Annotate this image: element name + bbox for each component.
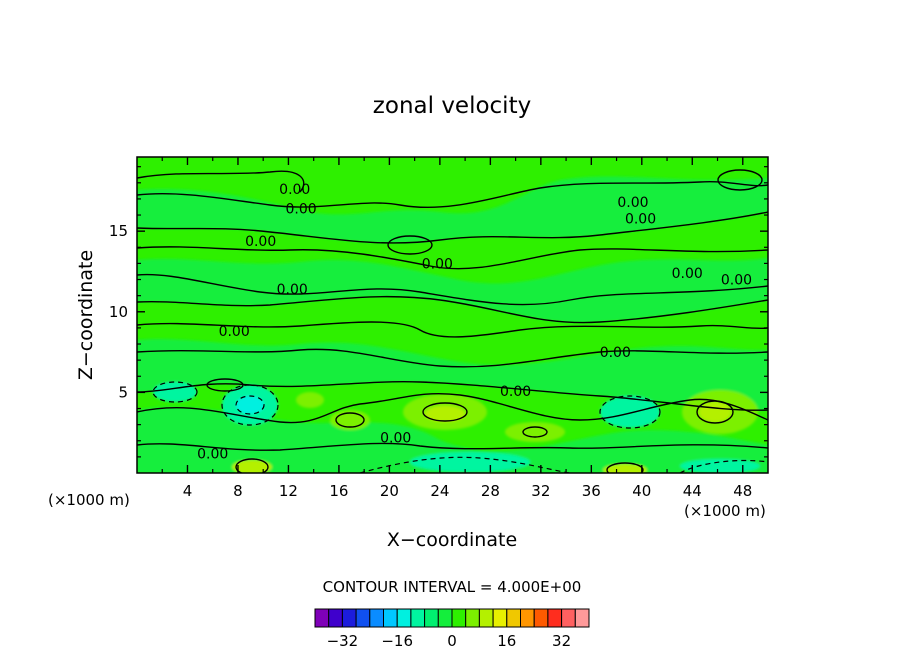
contour-label: 0.00 bbox=[380, 431, 411, 447]
x-axis-units: (×1000 m) bbox=[48, 491, 130, 509]
colorbar-tick-label: 32 bbox=[552, 632, 571, 650]
contour-label: 0.00 bbox=[422, 256, 453, 272]
x-tick-label: 48 bbox=[733, 482, 752, 500]
cyan-patch-2 bbox=[236, 396, 264, 414]
y-axis-label: Z−coordinate bbox=[75, 250, 97, 380]
x-axis-label: X−coordinate bbox=[387, 529, 517, 551]
colorbar-swatch bbox=[437, 608, 453, 628]
contour-lines-dashed bbox=[152, 381, 768, 473]
contour-label: 0.00 bbox=[721, 273, 752, 289]
colorbar-swatch bbox=[520, 608, 535, 628]
x-tick-label: 28 bbox=[481, 482, 500, 500]
y-tick-label: 5 bbox=[118, 383, 128, 401]
x-tick-label: 36 bbox=[582, 482, 601, 500]
x-tick-label: 12 bbox=[279, 482, 298, 500]
colorbar-swatch bbox=[369, 608, 384, 628]
contour-label: 0.00 bbox=[277, 282, 308, 298]
yellowgreen-patch-7 bbox=[232, 460, 272, 473]
colorbar-tick-label: −32 bbox=[327, 632, 359, 650]
colorbar-swatch bbox=[451, 608, 467, 628]
colorbar-swatch bbox=[574, 608, 590, 628]
contour-interval-text: CONTOUR INTERVAL = 4.000E+00 bbox=[323, 578, 582, 596]
colorbar-swatch bbox=[355, 608, 371, 628]
colorbar-tick-labels: −32 −16 0 16 32 bbox=[327, 632, 572, 650]
yellowgreen-patch-4 bbox=[505, 422, 565, 442]
colorbar-swatch bbox=[465, 608, 480, 628]
contour-lines bbox=[137, 169, 768, 473]
y-tick-label: 10 bbox=[109, 303, 128, 321]
band-bottom-lightgreen bbox=[137, 407, 768, 473]
colorbar-tick-label: 16 bbox=[497, 632, 516, 650]
colorbar-swatch bbox=[328, 608, 343, 628]
colorbar-swatch bbox=[396, 608, 412, 628]
cyan-patch-5 bbox=[680, 459, 760, 473]
band-lower-lightgreen bbox=[137, 338, 768, 411]
contour-label: 0.00 bbox=[617, 195, 648, 211]
contour-label: 0.00 bbox=[600, 345, 631, 361]
yellowgreen-patch-9 bbox=[296, 392, 324, 408]
contour-label: 0.00 bbox=[219, 324, 250, 340]
x-tick-label: 16 bbox=[329, 482, 348, 500]
colorbar-swatch bbox=[478, 608, 494, 628]
colorbar-swatch bbox=[533, 608, 549, 628]
x-tick-label: 20 bbox=[380, 482, 399, 500]
plot-frame bbox=[136, 156, 769, 474]
colorbar-tick-label: −16 bbox=[381, 632, 413, 650]
colorbar-swatch bbox=[547, 608, 563, 628]
cyan-patch-3 bbox=[600, 396, 660, 428]
colorbar-tick-label: 0 bbox=[447, 632, 457, 650]
x-tick-label: 44 bbox=[683, 482, 702, 500]
x-tick-label: 32 bbox=[531, 482, 550, 500]
yellowgreen-patch-6 bbox=[699, 402, 731, 422]
x-tick-label: 4 bbox=[183, 482, 193, 500]
colorbar bbox=[314, 608, 590, 628]
colorbar-swatch bbox=[383, 608, 398, 628]
colorbar-swatch bbox=[314, 608, 330, 628]
colorbar-swatch bbox=[506, 608, 521, 628]
x-tick-label: 8 bbox=[233, 482, 243, 500]
x-axis-ticks: 4 8 12 16 20 24 28 32 36 40 44 48 bbox=[161, 157, 752, 500]
contour-label: 0.00 bbox=[285, 202, 316, 218]
colorbar-swatch bbox=[410, 608, 426, 628]
contour-label: 0.00 bbox=[500, 384, 531, 400]
y-axis-units: (×1000 m) bbox=[684, 502, 766, 520]
yellowgreen-patch-2 bbox=[425, 406, 465, 422]
colorbar-swatch bbox=[561, 608, 576, 628]
yellowgreen-patch-8 bbox=[603, 464, 647, 473]
contour-labels: 0.000.000.000.000.000.000.000.000.00 0.00… bbox=[197, 182, 752, 462]
colorbar-swatch bbox=[341, 608, 357, 628]
colorbar-swatch bbox=[424, 608, 439, 628]
plot-area: 0.000.000.000.000.000.000.000.000.00 0.00… bbox=[137, 157, 768, 473]
x-tick-label: 24 bbox=[430, 482, 449, 500]
contour-label: 0.00 bbox=[625, 211, 656, 227]
x-tick-label: 40 bbox=[632, 482, 651, 500]
contour-label: 0.00 bbox=[672, 266, 703, 282]
chart-title: zonal velocity bbox=[373, 93, 531, 119]
y-axis-ticks: 5 10 15 bbox=[109, 166, 768, 458]
contour-label: 0.00 bbox=[279, 182, 310, 198]
band-mid-lightgreen bbox=[137, 258, 768, 323]
colorbar-swatch bbox=[492, 608, 508, 628]
y-tick-label: 15 bbox=[109, 222, 128, 240]
contour-label: 0.00 bbox=[197, 447, 228, 463]
band-upper-lightgreen bbox=[137, 176, 768, 243]
contour-label: 0.00 bbox=[245, 234, 276, 250]
